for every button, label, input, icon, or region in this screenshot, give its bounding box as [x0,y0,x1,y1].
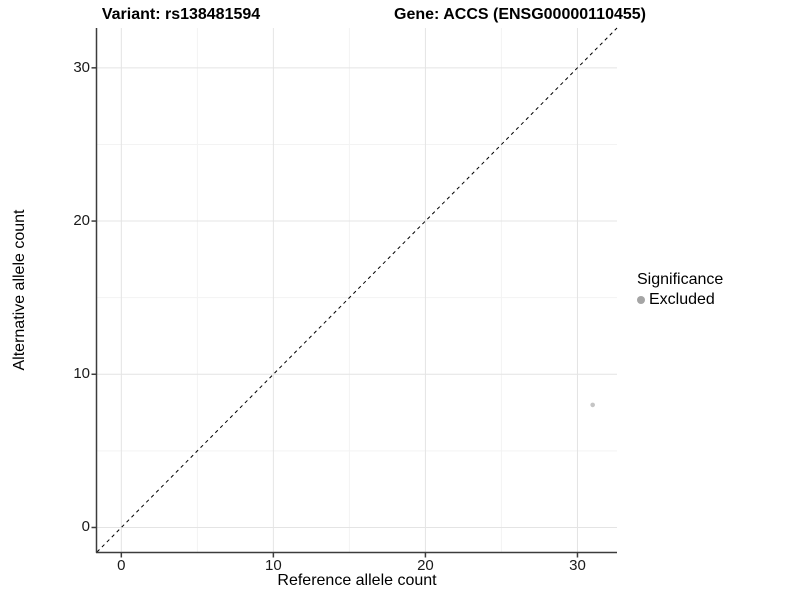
legend-title: Significance [637,271,724,288]
x-axis-title: Reference allele count [277,572,437,589]
y-tick-label: 30 [73,58,90,76]
legend-item: Excluded [637,291,723,309]
plot-title-gene: Gene: ACCS (ENSG00000110455) [394,6,646,23]
x-tick-label: 30 [569,557,586,574]
legend-item-label: Excluded [649,291,715,308]
plot-title-variant: Variant: rs138481594 [101,6,261,23]
y-tick-label: 10 [73,365,90,383]
y-axis-title: Alternative allele count [11,209,28,371]
data-point [590,402,595,408]
y-tick-label: 0 [81,518,90,536]
legend: Significance Excluded [637,271,723,309]
x-tick-label: 20 [417,557,434,574]
x-tick-label: 10 [265,557,282,574]
legend-items: Excluded [637,291,723,309]
identity-dashed-line [96,27,618,553]
x-tick-label: 0 [117,557,126,574]
legend-key-dot-icon [637,296,645,304]
y-tick-label: 20 [73,212,90,230]
